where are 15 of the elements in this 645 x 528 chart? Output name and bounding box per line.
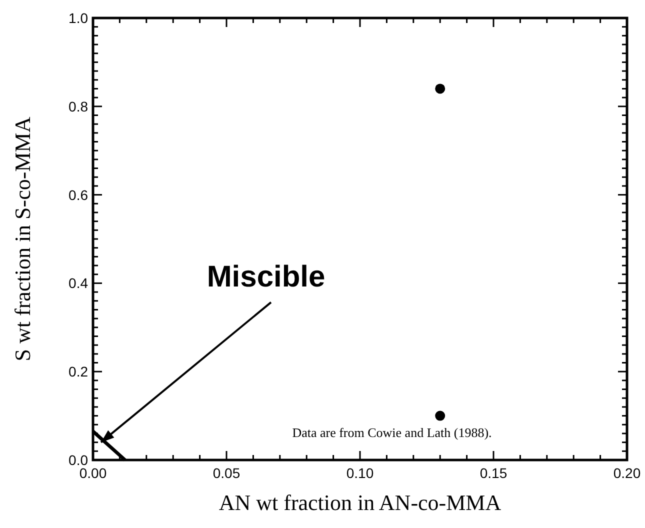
x-tick-label: 0.20 [613,465,641,481]
x-tick-label: 0.05 [212,465,240,481]
y-tick-label: 0.0 [68,452,88,468]
y-tick-label: 0.6 [68,186,88,203]
annotation: Miscible [206,260,326,294]
y-tick-label: 0.8 [68,98,88,114]
x-axis-title: AN wt fraction in AN-co-MMA [218,490,502,515]
y-tick-label: 0.2 [68,364,88,380]
y-axis-title: S wt fraction in S-co-MMA [10,116,35,362]
annotation: Data are from Cowie and Lath (1988). [292,425,492,440]
x-tick-label: 0.00 [79,465,107,481]
x-tick-label: 0.15 [480,465,508,481]
x-tick-label: 0.10 [346,465,374,481]
y-tick-label: 0.4 [68,275,88,292]
y-tick-label: 1.0 [68,10,88,26]
